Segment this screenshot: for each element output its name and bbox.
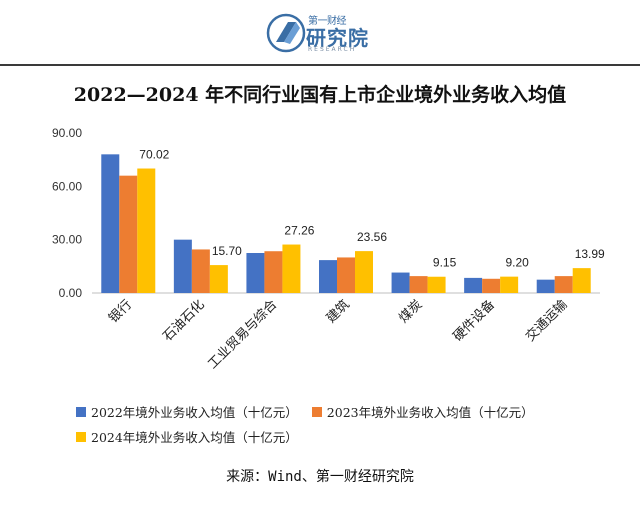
bar-2023-2: [264, 251, 283, 293]
category-label: 煤炭: [396, 297, 425, 326]
logo-sub-text: RESEARCH: [308, 46, 357, 53]
legend: 2022年境外业务收入均值（十亿元） 2023年境外业务收入均值（十亿元） 20…: [76, 402, 636, 452]
bar-2023-0: [119, 175, 138, 293]
legend-swatch-2023: [311, 406, 322, 417]
category-label: 建筑: [323, 297, 353, 327]
legend-label-2023: 2023年境外业务收入均值（十亿元）: [326, 405, 534, 420]
bar-2023-3: [337, 257, 355, 293]
data-label-2024: 70.02: [139, 148, 169, 162]
bar-2022-6: [536, 279, 555, 293]
data-label-2024: 13.99: [575, 247, 605, 261]
y-tick-label: 60.00: [52, 179, 82, 193]
bar-2024-6: [572, 268, 591, 293]
bar-2024-5: [500, 276, 519, 293]
legend-item-2022: 2022年境外业务收入均值（十亿元）: [76, 402, 298, 421]
data-label-2024: 27.26: [284, 224, 314, 238]
bar-2024-4: [427, 276, 446, 293]
legend-item-2023: 2023年境外业务收入均值（十亿元）: [311, 402, 534, 421]
bar-2022-5: [464, 277, 483, 293]
bar-chart: 0.00 30.00 60.00 90.00 70.02 银行 15.70 石油石化 27.26…: [52, 126, 605, 372]
category-label: 交通运输: [522, 297, 570, 345]
logo-main-text: 研究院: [306, 26, 369, 50]
data-label-2024: 9.20: [505, 256, 529, 270]
bar-2022-3: [319, 260, 337, 293]
bar-2023-6: [554, 276, 573, 293]
data-label-2024: 23.56: [357, 230, 387, 244]
y-tick-label: 30.00: [52, 233, 82, 247]
bar-2023-1: [191, 249, 210, 293]
header-divider: [0, 64, 640, 66]
data-label-2024: 9.15: [433, 256, 457, 270]
data-label-2024: 15.70: [212, 244, 242, 258]
bar-2022-2: [246, 253, 265, 293]
bar-2024-1: [209, 265, 228, 293]
source-note: 来源：Wind、第一财经研究院: [226, 469, 414, 485]
category-label: 硬件设备: [450, 297, 498, 345]
y-tick-label: 0.00: [59, 286, 83, 300]
bar-2022-4: [391, 272, 410, 293]
legend-swatch-2024: [76, 431, 86, 442]
legend-item-2024: 2024年境外业务收入均值（十亿元）: [76, 427, 298, 446]
legend-label-2022: 2022年境外业务收入均值（十亿元）: [91, 405, 298, 420]
bar-2022-0: [101, 154, 120, 293]
category-label: 石油石化: [160, 297, 207, 344]
logo-top-text: 第一财经: [308, 16, 347, 27]
y-tick-label: 90.00: [52, 126, 82, 140]
chart-title: 2022—2024 年不同行业国有上市企业境外业务收入均值: [73, 84, 567, 106]
bar-2024-2: [282, 244, 301, 293]
research-logo-icon: [266, 13, 306, 53]
category-label: 工业贸易与综合: [205, 297, 280, 372]
bar-2023-5: [482, 278, 501, 293]
bar-2023-4: [409, 276, 428, 293]
legend-label-2024: 2024年境外业务收入均值（十亿元）: [91, 430, 298, 445]
category-label: 银行: [106, 297, 135, 326]
bar-2024-3: [355, 251, 373, 293]
legend-swatch-2022: [76, 406, 86, 417]
bar-2022-1: [173, 239, 192, 293]
bar-2024-0: [137, 168, 156, 293]
